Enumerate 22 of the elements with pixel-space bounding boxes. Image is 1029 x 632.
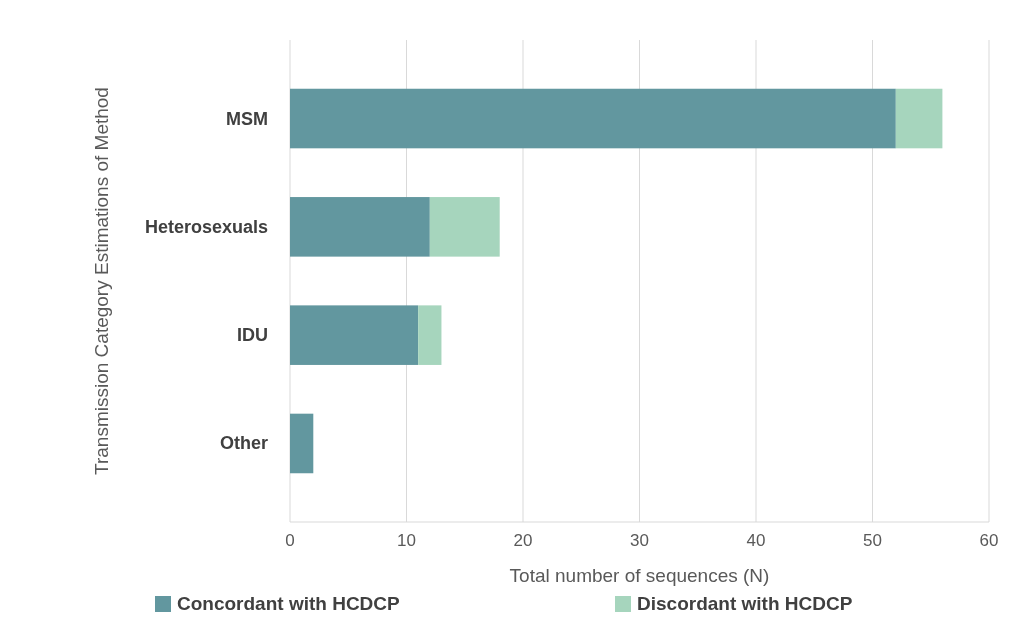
legend-label: Discordant with HCDCP xyxy=(637,593,853,614)
bar xyxy=(290,88,896,149)
x-tick-label: 0 xyxy=(285,531,295,550)
x-tick-label: 40 xyxy=(746,531,766,550)
bar xyxy=(429,197,500,257)
bar xyxy=(290,305,419,365)
x-tick-label: 50 xyxy=(863,531,882,550)
bar xyxy=(895,88,943,149)
y-tick-label: IDU xyxy=(237,325,268,346)
bar xyxy=(418,305,442,365)
bar xyxy=(290,413,314,474)
x-tick-label: 10 xyxy=(397,531,416,550)
x-tick-label: 60 xyxy=(979,531,999,550)
x-tick-label: 30 xyxy=(630,531,649,550)
bar xyxy=(290,197,430,257)
x-tick-label: 20 xyxy=(513,531,533,550)
y-tick-label: MSM xyxy=(226,108,268,129)
y-tick-label: Heterosexuals xyxy=(144,216,268,237)
y-tick-label: Other xyxy=(219,433,268,454)
y-axis-title: Transmission Category Estimations of Method xyxy=(91,87,112,475)
x-axis-title: Total number of sequences (N) xyxy=(509,565,770,586)
legend-label: Concordant with HCDCP xyxy=(177,593,401,614)
